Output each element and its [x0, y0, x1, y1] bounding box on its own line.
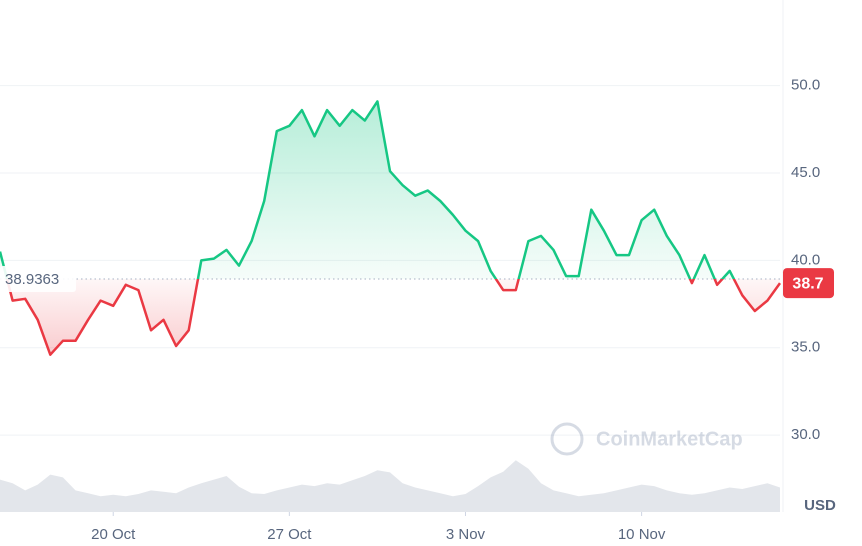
- y-tick-label: 30.0: [791, 426, 820, 443]
- baseline-label-bg: [0, 265, 76, 292]
- y-tick-label: 50.0: [791, 77, 820, 94]
- currency-label: USD: [804, 497, 836, 514]
- y-tick-label: 40.0: [791, 251, 820, 268]
- watermark-text: CoinMarketCap: [596, 428, 743, 450]
- price-line: [0, 100, 782, 356]
- watermark-logo: [550, 422, 584, 456]
- x-tick-label: 10 Nov: [618, 526, 666, 543]
- watermark: CoinMarketCap: [550, 422, 743, 456]
- x-tick-label: 27 Oct: [267, 526, 312, 543]
- volume-area: [0, 460, 780, 512]
- baseline-label: 38.9363: [5, 271, 59, 288]
- price-badge-label: 38.7: [792, 275, 823, 292]
- y-tick-label: 35.0: [791, 339, 820, 356]
- x-tick-label: 20 Oct: [91, 526, 136, 543]
- y-tick-label: 45.0: [791, 164, 820, 181]
- price-badge: [783, 268, 834, 299]
- x-tick-label: 3 Nov: [446, 526, 486, 543]
